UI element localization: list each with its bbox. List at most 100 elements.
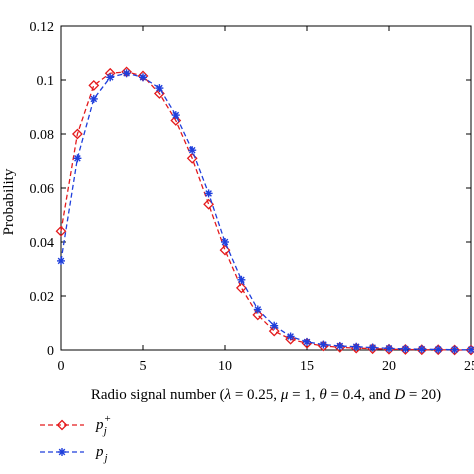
asterisk-stroke — [369, 344, 376, 351]
data-point — [171, 111, 180, 120]
axis-ticks: 0 5 10 15 20 25 0 0.02 0.04 0.06 0.08 0.1 0.12 — [30, 20, 474, 374]
asterisk-stroke — [270, 322, 278, 330]
asterisk-stroke — [221, 238, 229, 246]
data-point — [401, 344, 410, 353]
data-point — [235, 282, 247, 294]
data-point — [385, 344, 393, 353]
asterisk-stroke — [58, 448, 66, 456]
data-point — [122, 69, 131, 78]
data-point — [449, 344, 461, 356]
asterisk-stroke — [303, 338, 311, 346]
y-tick-label: 0.1 — [37, 74, 55, 89]
asterisk-stroke — [238, 276, 245, 284]
asterisk-stroke — [336, 342, 344, 350]
data-point — [450, 345, 459, 354]
asterisk-stroke — [352, 343, 360, 351]
asterisk-stroke — [123, 69, 130, 77]
asterisk-stroke — [188, 146, 196, 154]
data-point — [465, 344, 474, 356]
data-point — [368, 343, 377, 352]
data-point — [55, 225, 67, 237]
x-axis-title-d-rest: = 20) — [405, 387, 441, 403]
asterisk-stroke — [402, 345, 409, 353]
x-axis-title-mu-rest: = 1, — [288, 387, 319, 403]
y-tick-label: 0.04 — [30, 236, 55, 251]
y-axis-title: Probability — [1, 168, 17, 235]
data-point — [268, 325, 280, 337]
legend-label-sup: + — [105, 413, 111, 425]
asterisk-stroke — [385, 345, 393, 352]
series-p-j — [57, 69, 474, 354]
data-point — [417, 345, 426, 354]
data-point — [319, 340, 328, 349]
legend-label-sub: j — [102, 425, 107, 437]
series-line — [60, 71, 471, 351]
x-axis-title-prefix: Radio signal number ( — [91, 387, 225, 403]
data-point — [221, 238, 229, 246]
asterisk-stroke — [205, 190, 212, 197]
x-tick-label: 25 — [464, 359, 474, 374]
series-line — [60, 72, 471, 351]
data-point — [71, 128, 83, 140]
data-point — [89, 94, 98, 103]
plot-frame — [60, 25, 472, 351]
data-point — [270, 321, 279, 330]
data-point — [335, 341, 344, 350]
asterisk-stroke — [467, 346, 474, 354]
legend: p+ jpj — [40, 413, 111, 464]
x-axis-title-d: D — [393, 387, 405, 403]
data-point — [467, 345, 474, 354]
data-point — [155, 84, 164, 93]
data-point — [286, 332, 295, 341]
asterisk-stroke — [287, 333, 294, 340]
data-point — [57, 256, 65, 265]
asterisk-stroke — [106, 73, 114, 81]
y-tick-label: 0.02 — [30, 290, 55, 305]
data-point — [88, 79, 100, 91]
series-layer — [55, 66, 474, 356]
asterisk-stroke — [156, 84, 163, 92]
data-point — [416, 344, 428, 356]
data-point — [303, 337, 311, 346]
data-point — [170, 115, 182, 126]
data-point — [285, 333, 297, 345]
legend-label: p+ j — [95, 413, 111, 437]
asterisk-stroke — [90, 95, 98, 103]
asterisk-stroke — [57, 257, 65, 265]
asterisk-stroke — [139, 73, 147, 81]
data-point — [253, 305, 262, 314]
legend-marker — [56, 419, 68, 431]
data-point — [432, 344, 444, 356]
legend-item: p+ j — [40, 413, 111, 437]
legend-label-sub: j — [103, 452, 108, 464]
plot-area — [60, 25, 472, 351]
data-point — [399, 344, 411, 355]
legend-label-main: p — [95, 444, 104, 460]
legend-label-main: p — [95, 417, 104, 433]
y-tick-label: 0.08 — [30, 128, 55, 143]
data-point — [219, 244, 231, 256]
y-tick-label: 0.06 — [30, 182, 55, 197]
asterisk-stroke — [254, 306, 262, 313]
data-point — [204, 189, 213, 198]
x-axis-title-mu: μ — [280, 387, 289, 403]
data-point — [352, 342, 361, 351]
x-tick-label: 15 — [300, 359, 314, 374]
data-point — [434, 345, 443, 354]
asterisk-stroke — [451, 346, 458, 354]
data-point — [139, 73, 147, 82]
x-tick-label: 10 — [218, 359, 232, 374]
asterisk-stroke — [434, 346, 442, 353]
x-axis-title-theta-rest: = 0.4, and — [327, 387, 395, 403]
legend-marker — [58, 448, 66, 456]
legend-item: pj — [40, 444, 108, 464]
x-tick-label: 5 — [140, 359, 147, 374]
x-axis-title-theta: θ — [319, 387, 327, 403]
data-point — [237, 275, 246, 284]
x-tick-label: 20 — [382, 359, 396, 374]
asterisk-stroke — [74, 154, 81, 162]
asterisk-stroke — [172, 111, 180, 119]
series-p-j-plus — [55, 66, 474, 356]
data-point — [252, 309, 264, 321]
